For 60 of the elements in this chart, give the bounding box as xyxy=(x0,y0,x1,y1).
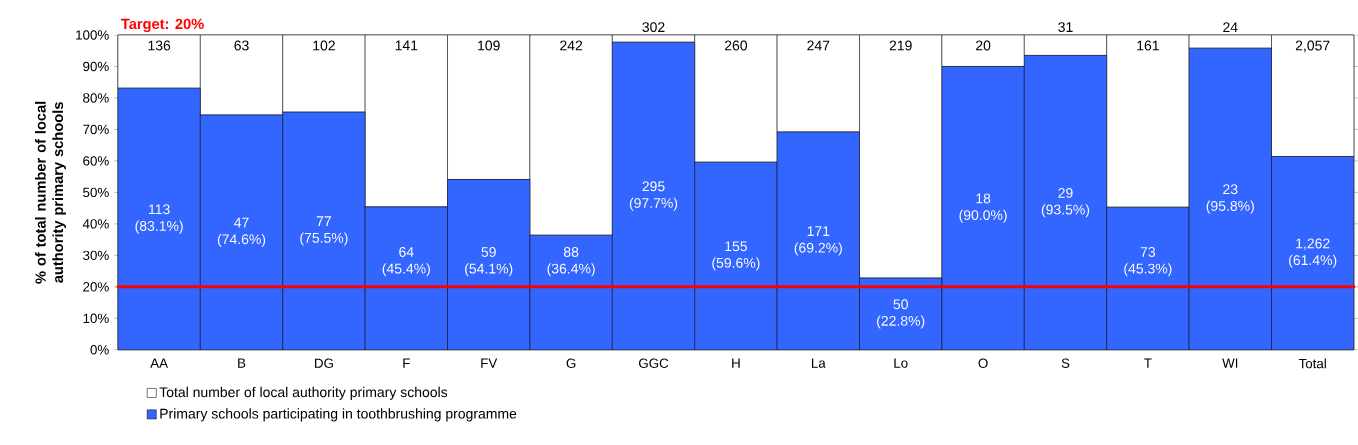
y-tick-label: 80% xyxy=(83,93,109,103)
x-tick-label: F xyxy=(403,358,410,368)
annotation: 219 xyxy=(889,40,912,51)
x-tick-label: DG xyxy=(315,358,333,369)
data-label: 1,262 (61.4%) xyxy=(1289,238,1337,268)
annotation: 260 xyxy=(724,40,748,51)
annotation: 302 xyxy=(642,22,665,33)
x-tick-label: G xyxy=(566,358,576,369)
annotation: 102 xyxy=(313,40,335,51)
annotation: 136 xyxy=(148,40,171,51)
x-tick-label: La xyxy=(811,358,826,368)
annotation: 2,057 xyxy=(1295,40,1330,53)
y-tick-label: 10% xyxy=(83,313,109,324)
data-label: 23 (95.8%) xyxy=(1206,184,1254,214)
data-label: 50 (22.8%) xyxy=(877,299,925,329)
y-tick-label: 100% xyxy=(76,30,109,40)
x-tick-label: B xyxy=(238,358,246,368)
y-tick-label: 50% xyxy=(83,187,109,198)
x-tick-label: T xyxy=(1144,358,1152,368)
annotation: 24 xyxy=(1223,22,1238,33)
annotation: 63 xyxy=(234,40,249,51)
data-label: 155 (59.6%) xyxy=(712,241,760,271)
annotation: 247 xyxy=(807,40,830,51)
y-tick-label: 90% xyxy=(83,61,109,72)
data-label: 295 (97.7%) xyxy=(629,181,678,211)
x-tick-label: FV xyxy=(481,358,498,368)
y-tick-label: 20% xyxy=(83,282,109,292)
data-label: 18 (90.0%) xyxy=(959,193,1007,223)
x-tick-label: AA xyxy=(150,358,168,368)
y-tick-label: 60% xyxy=(83,156,109,166)
data-label: 77 (75.5%) xyxy=(300,216,348,246)
data-label: 113 (83.1%) xyxy=(135,204,183,234)
x-tick-label: GGC xyxy=(639,358,669,369)
data-label: 73 (45.3%) xyxy=(1124,247,1172,277)
data-label: 59 (54.1%) xyxy=(465,247,513,277)
y-tick-label: 40% xyxy=(82,219,109,229)
annotation: 31 xyxy=(1058,22,1073,33)
annotation: 20 xyxy=(976,40,991,51)
legend-label: Total number of local authority primary schools xyxy=(159,387,448,401)
x-tick-label: Lo xyxy=(894,358,908,368)
data-label: 64 (45.4%) xyxy=(382,247,430,277)
x-tick-label: H xyxy=(732,358,740,368)
annotation: 109 xyxy=(478,40,500,51)
annotation: 161 xyxy=(1137,40,1159,51)
data-label: 171 (69.2%) xyxy=(794,226,842,256)
x-tick-label: S xyxy=(1061,358,1070,369)
data-label: 47 (74.6%) xyxy=(217,217,266,248)
x-tick-label: O xyxy=(978,358,988,369)
data-label: 88 (36.4%) xyxy=(547,247,595,277)
ref-line-label: Target: 20% xyxy=(121,18,204,33)
legend-label: Primary schools participating in toothbrushing programme xyxy=(160,408,517,422)
y-tick-label: 0% xyxy=(90,345,109,355)
y-tick-label: 30% xyxy=(83,250,109,261)
annotation: 141 xyxy=(395,40,418,51)
x-tick-label: Total xyxy=(1298,358,1326,369)
y-tick-label: 70% xyxy=(83,124,109,135)
annotation: 242 xyxy=(560,40,583,51)
data-label: 29 (93.5%) xyxy=(1041,188,1090,218)
x-tick-label: WI xyxy=(1222,358,1238,368)
y-axis-title: % of total number of local authority primary schools xyxy=(35,101,66,284)
